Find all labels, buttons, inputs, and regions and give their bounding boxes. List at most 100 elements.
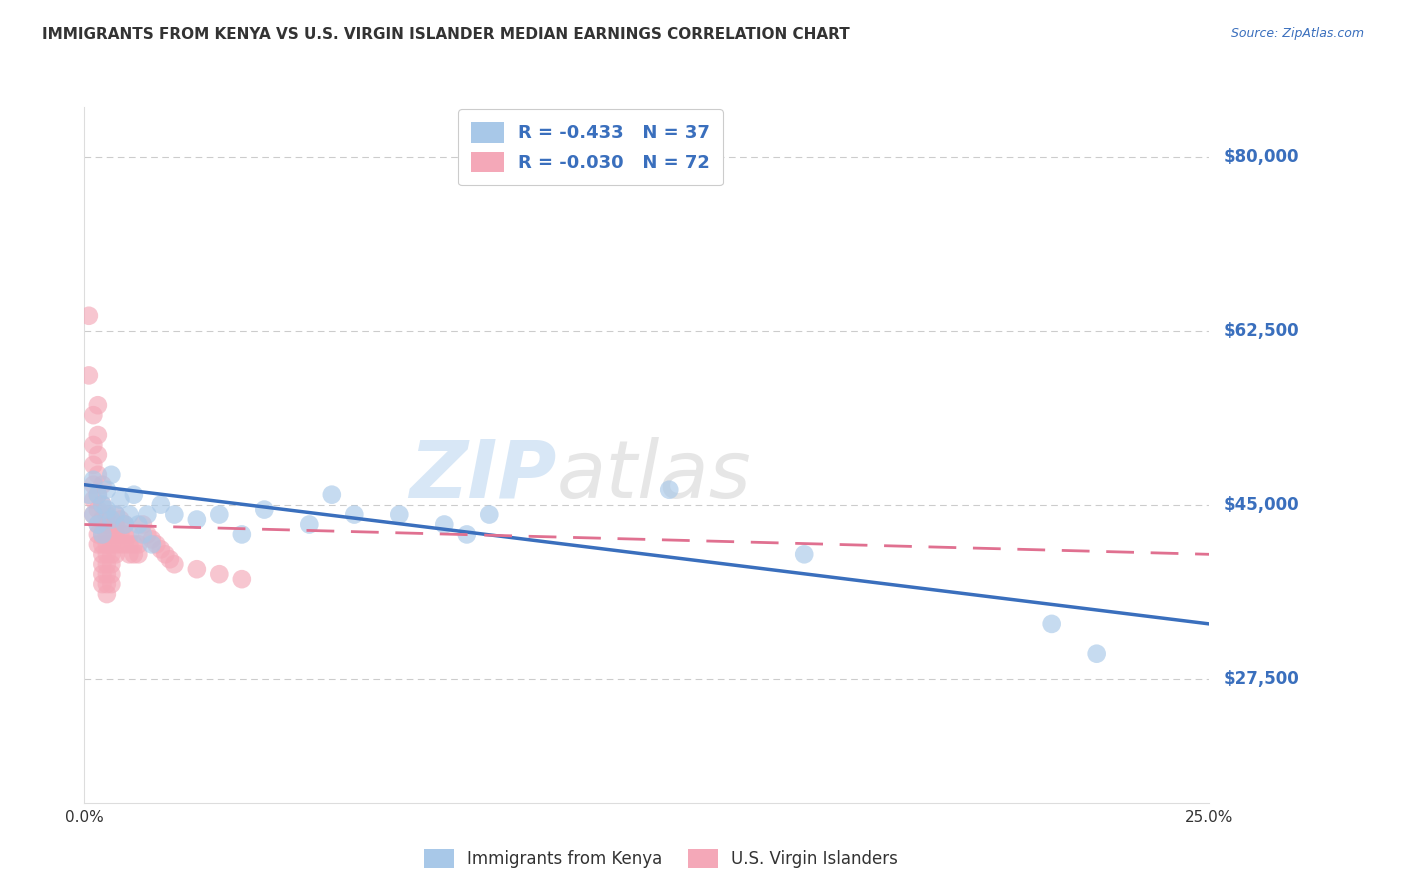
Point	[87, 537, 110, 551]
Point	[122, 547, 145, 561]
Point	[104, 517, 127, 532]
Point	[87, 488, 110, 502]
Point	[159, 552, 181, 566]
Point	[87, 527, 110, 541]
Point	[91, 498, 114, 512]
Point	[82, 492, 104, 507]
Point	[87, 448, 110, 462]
Point	[100, 567, 122, 582]
Point	[91, 547, 114, 561]
Legend: R = -0.433   N = 37, R = -0.030   N = 72: R = -0.433 N = 37, R = -0.030 N = 72	[458, 109, 723, 186]
Point	[186, 562, 208, 576]
Point	[100, 527, 122, 541]
Text: $62,500: $62,500	[1223, 322, 1299, 340]
Point	[96, 587, 118, 601]
Point	[82, 473, 104, 487]
Point	[87, 428, 110, 442]
Point	[478, 508, 501, 522]
Point	[208, 508, 231, 522]
Point	[91, 577, 114, 591]
Point	[91, 477, 114, 491]
Point	[122, 537, 145, 551]
Point	[118, 537, 141, 551]
Point	[77, 488, 100, 502]
Point	[321, 488, 343, 502]
Point	[253, 502, 276, 516]
Point	[96, 537, 118, 551]
Point	[82, 508, 104, 522]
Point	[82, 477, 104, 491]
Point	[91, 512, 114, 526]
Point	[104, 547, 127, 561]
Point	[127, 537, 149, 551]
Point	[114, 527, 136, 541]
Point	[388, 508, 411, 522]
Point	[104, 527, 127, 541]
Point	[82, 508, 104, 522]
Point	[100, 547, 122, 561]
Point	[96, 517, 118, 532]
Point	[77, 368, 100, 383]
Point	[96, 483, 118, 497]
Point	[96, 527, 118, 541]
Point	[163, 508, 186, 522]
Point	[100, 577, 122, 591]
Point	[91, 537, 114, 551]
Point	[127, 547, 149, 561]
Point	[114, 517, 136, 532]
Text: $80,000: $80,000	[1223, 148, 1299, 166]
Point	[145, 537, 167, 551]
Point	[658, 483, 681, 497]
Point	[149, 542, 172, 557]
Text: atlas: atlas	[557, 437, 752, 515]
Point	[141, 537, 163, 551]
Point	[155, 547, 177, 561]
Point	[793, 547, 815, 561]
Point	[96, 577, 118, 591]
Point	[87, 488, 110, 502]
Point	[104, 508, 127, 522]
Point	[82, 408, 104, 422]
Point	[127, 517, 149, 532]
Point	[100, 537, 122, 551]
Point	[114, 537, 136, 551]
Point	[91, 558, 114, 572]
Point	[149, 498, 172, 512]
Point	[87, 517, 110, 532]
Point	[100, 517, 122, 532]
Point	[96, 567, 118, 582]
Point	[1040, 616, 1063, 631]
Point	[87, 517, 110, 532]
Point	[208, 567, 231, 582]
Point	[163, 558, 186, 572]
Point	[100, 558, 122, 572]
Point	[433, 517, 456, 532]
Point	[298, 517, 321, 532]
Text: IMMIGRANTS FROM KENYA VS U.S. VIRGIN ISLANDER MEDIAN EARNINGS CORRELATION CHART: IMMIGRANTS FROM KENYA VS U.S. VIRGIN ISL…	[42, 27, 851, 42]
Point	[96, 558, 118, 572]
Point	[82, 458, 104, 472]
Point	[91, 567, 114, 582]
Point	[96, 502, 118, 516]
Point	[91, 527, 114, 541]
Point	[100, 467, 122, 482]
Point	[110, 537, 132, 551]
Point	[132, 517, 155, 532]
Point	[87, 467, 110, 482]
Point	[110, 512, 132, 526]
Point	[132, 527, 155, 541]
Point	[114, 517, 136, 532]
Point	[343, 508, 366, 522]
Point	[231, 527, 253, 541]
Point	[136, 527, 159, 541]
Point	[456, 527, 478, 541]
Point	[118, 547, 141, 561]
Point	[91, 498, 114, 512]
Point	[82, 438, 104, 452]
Point	[104, 508, 127, 522]
Point	[87, 398, 110, 412]
Point	[122, 488, 145, 502]
Point	[186, 512, 208, 526]
Point	[96, 508, 118, 522]
Point	[100, 512, 122, 526]
